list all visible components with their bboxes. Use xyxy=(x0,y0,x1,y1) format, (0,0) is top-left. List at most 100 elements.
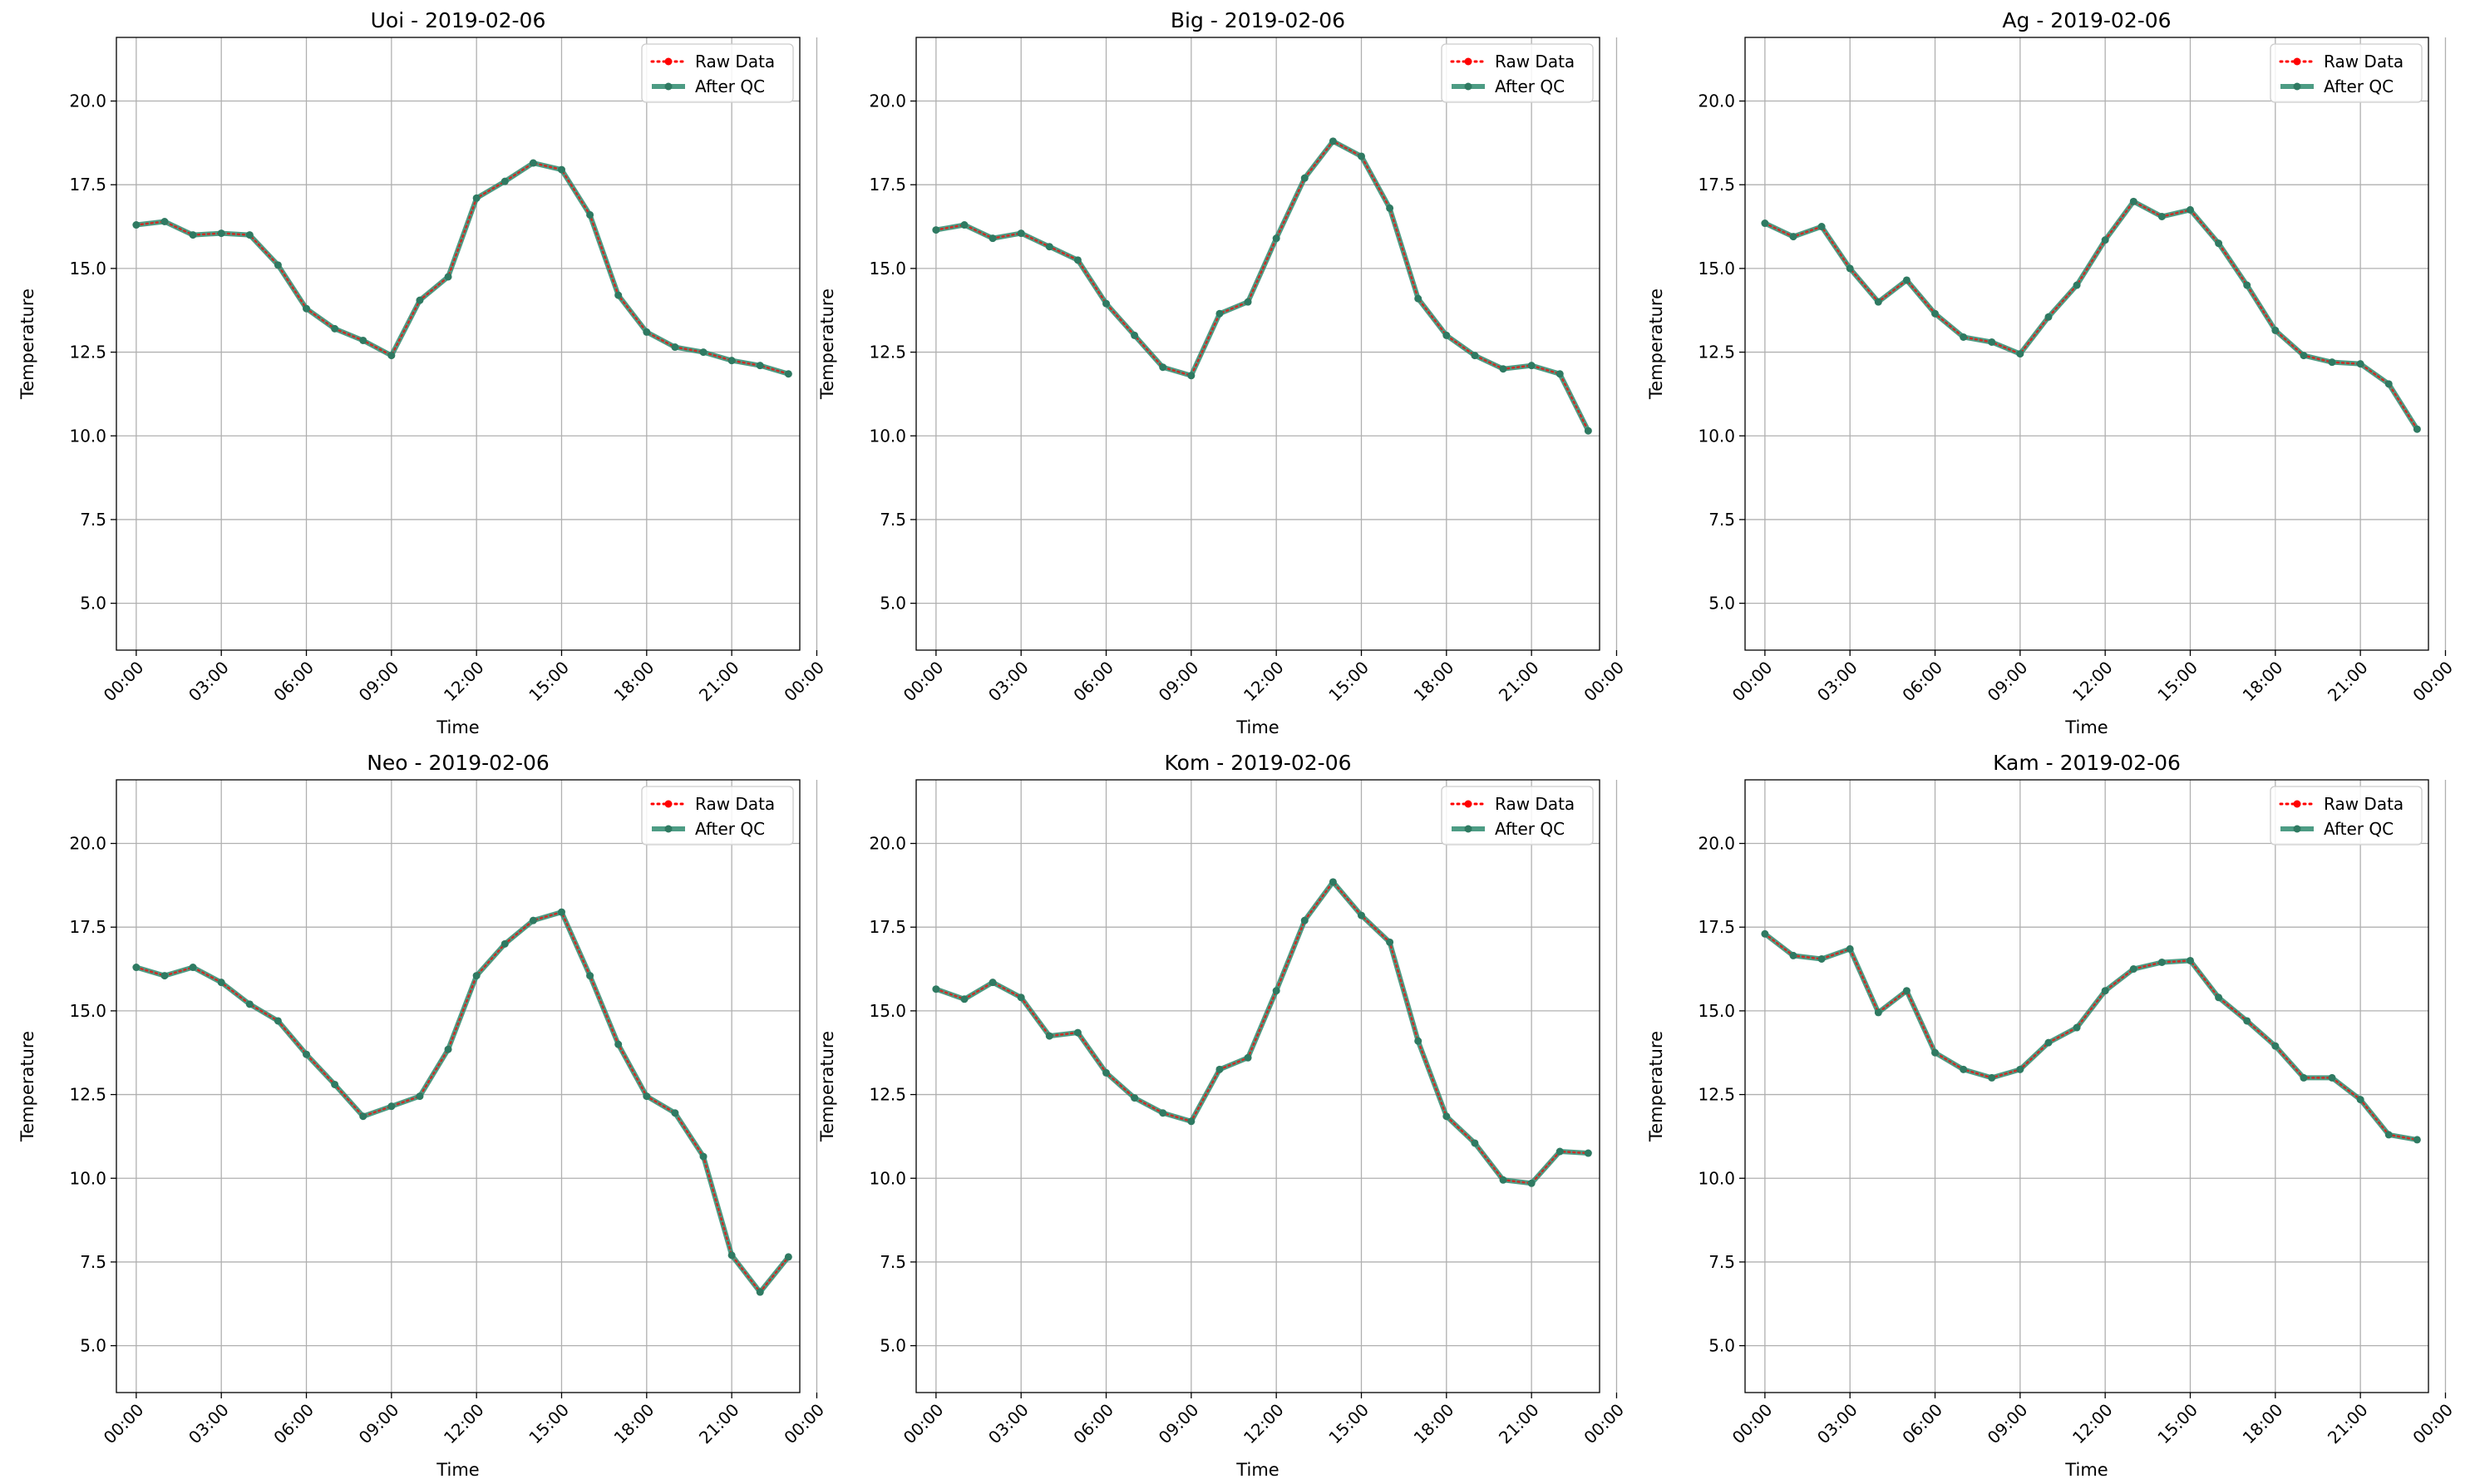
x-axis-label: Time xyxy=(2064,717,2108,737)
data-point xyxy=(1556,1147,1564,1156)
data-point xyxy=(1931,1048,1940,1057)
legend-qc-label: After QC xyxy=(695,76,765,96)
y-tick-label: 10.0 xyxy=(869,426,906,446)
x-tick-label: 18:00 xyxy=(2239,1400,2287,1448)
data-point xyxy=(1527,362,1536,370)
x-tick-label: 09:00 xyxy=(355,1400,403,1448)
data-point xyxy=(189,231,197,239)
legend-raw-label: Raw Data xyxy=(1495,52,1575,71)
axes-frame xyxy=(116,779,801,1393)
y-tick-label: 15.0 xyxy=(69,259,106,279)
data-point xyxy=(160,972,169,980)
data-point xyxy=(2186,956,2194,964)
data-point xyxy=(2157,212,2166,220)
y-tick-label: 5.0 xyxy=(1708,1336,1735,1356)
legend-raw-label: Raw Data xyxy=(695,794,775,814)
legend-qc-marker xyxy=(2293,82,2301,91)
data-point xyxy=(387,1102,396,1111)
data-point xyxy=(217,979,225,987)
y-axis-label: Temperature xyxy=(1646,288,1666,400)
x-tick-label: 15:00 xyxy=(1324,658,1373,706)
chart-panel: 5.0 7.5 10.0 12.5 15.0 17.5 20.0 00:00 03:00 06:0… xyxy=(1646,751,2457,1480)
x-tick-label: 12:00 xyxy=(1240,1400,1288,1448)
chart-panel: 5.0 7.5 10.0 12.5 15.0 17.5 20.0 00:00 03:00 06:0… xyxy=(17,751,828,1480)
data-point xyxy=(699,348,708,357)
x-tick-label: 15:00 xyxy=(2153,1400,2201,1448)
y-tick-label: 7.5 xyxy=(80,1252,106,1272)
data-point xyxy=(416,296,424,304)
data-point xyxy=(189,964,197,972)
y-tick-label: 12.5 xyxy=(869,343,906,362)
x-tick-label: 00:00 xyxy=(780,1400,828,1448)
y-tick-label: 7.5 xyxy=(1708,510,1735,530)
x-tick-label: 15:00 xyxy=(525,658,573,706)
data-point xyxy=(387,352,396,360)
data-point xyxy=(727,357,736,365)
data-point xyxy=(2073,281,2081,289)
data-point xyxy=(614,291,623,299)
x-tick-label: 21:00 xyxy=(1495,658,1543,706)
data-point xyxy=(1131,1094,1139,1102)
data-point xyxy=(359,1112,367,1121)
data-point xyxy=(132,221,141,229)
raw-data-line xyxy=(135,161,790,375)
y-tick-label: 20.0 xyxy=(869,91,906,111)
x-tick-label: 12:00 xyxy=(2068,658,2117,706)
x-tick-label: 03:00 xyxy=(984,1400,1033,1448)
data-point xyxy=(274,1017,282,1025)
data-point xyxy=(1073,256,1082,264)
data-point xyxy=(1244,1053,1252,1062)
chart-title: Neo - 2019-02-06 xyxy=(367,751,550,775)
data-point xyxy=(2356,1096,2364,1104)
legend-raw-marker xyxy=(2293,57,2301,66)
y-tick-label: 15.0 xyxy=(69,1001,106,1021)
data-point xyxy=(2129,965,2137,974)
data-point xyxy=(1159,1109,1167,1117)
data-point xyxy=(245,1000,254,1008)
data-point xyxy=(1357,911,1365,919)
data-point xyxy=(989,979,997,987)
y-tick-label: 10.0 xyxy=(1698,1168,1735,1188)
legend-raw-marker xyxy=(1464,57,1472,66)
y-tick-label: 15.0 xyxy=(1698,1001,1735,1021)
y-tick-label: 12.5 xyxy=(69,343,106,362)
data-point xyxy=(2384,380,2393,388)
legend-raw-marker xyxy=(1464,800,1472,808)
y-tick-label: 15.0 xyxy=(1698,259,1735,279)
x-tick-label: 18:00 xyxy=(1410,1400,1458,1448)
x-tick-label: 09:00 xyxy=(355,658,403,706)
x-tick-label: 15:00 xyxy=(1324,1400,1373,1448)
data-point xyxy=(1215,1065,1224,1073)
y-tick-label: 7.5 xyxy=(1708,1252,1735,1272)
data-point xyxy=(784,1253,792,1261)
data-point xyxy=(217,229,225,238)
data-point xyxy=(1131,331,1139,339)
data-point xyxy=(1300,174,1309,182)
y-tick-label: 15.0 xyxy=(869,259,906,279)
data-point xyxy=(1846,264,1854,273)
raw-data-line xyxy=(1763,200,2418,431)
raw-data-line xyxy=(934,140,1590,432)
x-tick-label: 00:00 xyxy=(780,658,828,706)
data-point xyxy=(303,1050,311,1058)
x-tick-label: 00:00 xyxy=(1728,1400,1777,1448)
after-qc-line xyxy=(133,910,791,1295)
data-point xyxy=(699,1152,708,1161)
legend-qc-label: After QC xyxy=(1495,819,1565,839)
y-tick-label: 20.0 xyxy=(1698,91,1735,111)
data-point xyxy=(1789,951,1797,959)
x-tick-label: 09:00 xyxy=(1984,658,2032,706)
data-point xyxy=(614,1040,623,1048)
x-tick-label: 18:00 xyxy=(1410,658,1458,706)
y-tick-label: 20.0 xyxy=(69,834,106,854)
axes-frame xyxy=(1744,779,2429,1393)
data-point xyxy=(1846,944,1854,953)
x-tick-label: 15:00 xyxy=(2153,658,2201,706)
after-qc-line xyxy=(1762,199,2420,432)
data-point xyxy=(2073,1023,2081,1032)
data-point xyxy=(303,304,311,313)
data-point xyxy=(2215,993,2223,1002)
data-point xyxy=(1386,938,1394,946)
data-point xyxy=(1789,233,1797,241)
x-tick-label: 03:00 xyxy=(984,658,1033,706)
